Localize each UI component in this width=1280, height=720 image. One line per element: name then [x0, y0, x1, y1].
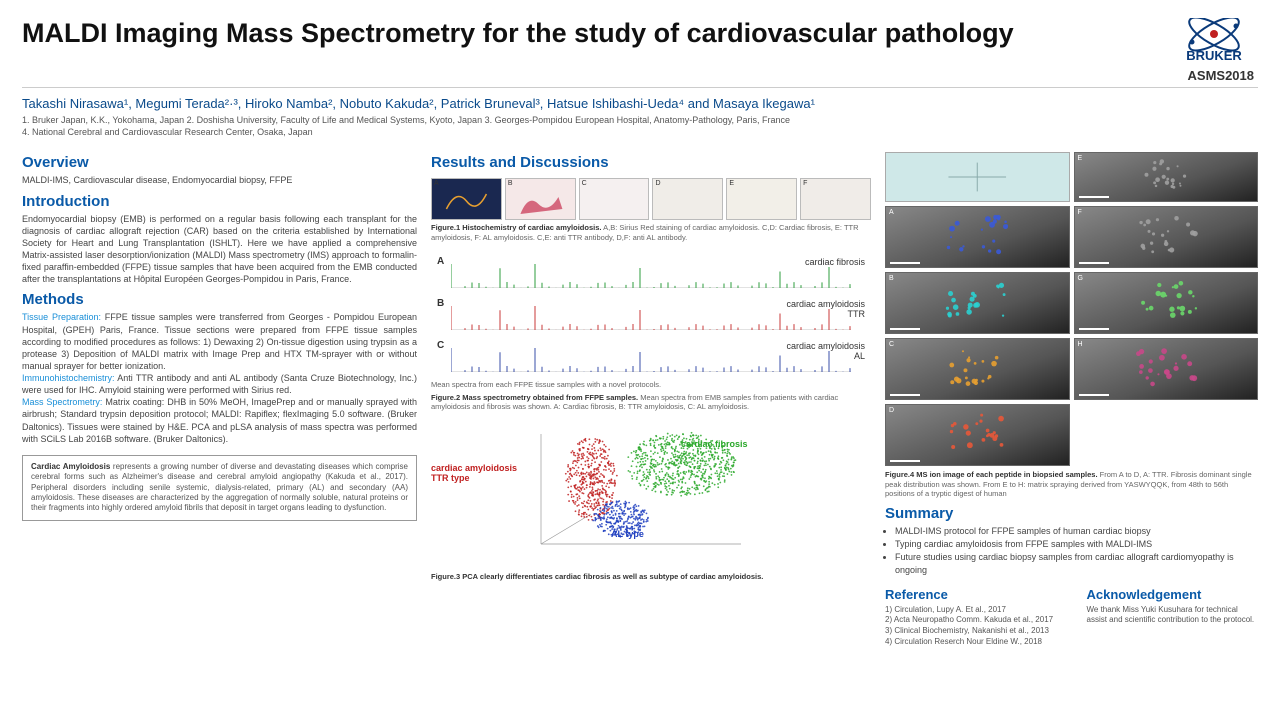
ion-image-panel: F [1074, 206, 1259, 268]
reference-item: 3) Clinical Biochemistry, Nakanishi et a… [885, 626, 1057, 637]
pca-cluster-label: cardiac fibrosis [681, 439, 748, 449]
title-row: MALDI Imaging Mass Spectrometry for the … [22, 18, 1258, 88]
figure3-pca: cardiac amyloidosis TTR type cardiac fibr… [431, 419, 871, 569]
figure1-panel: A [431, 178, 502, 220]
pca-cluster-label: AL type [611, 529, 644, 539]
conference-label: ASMS2018 [1174, 68, 1254, 83]
summary-heading: Summary [885, 505, 1258, 522]
ion-image-panel: D [885, 404, 1070, 466]
logo-text: BRUKER [1186, 48, 1242, 62]
ion-image-panel: A [885, 206, 1070, 268]
ion-image-panel: C [885, 338, 1070, 400]
ion-image-panel: H [1074, 338, 1259, 400]
figure4-caption-bold: Figure.4 MS ion image of each peptide in… [885, 470, 1098, 479]
ion-image-panel: G [1074, 272, 1259, 334]
results-heading: Results and Discussions [431, 154, 871, 171]
figure1-caption-bold: Figure.1 Histochemistry of cardiac amylo… [431, 223, 601, 232]
reference-list: 1) Circulation, Lupy A. Et al., 20172) A… [885, 605, 1057, 648]
figure3-caption-bold: Figure.3 PCA clearly differentiates card… [431, 572, 763, 581]
ms-label: Mass Spectrometry: [22, 397, 102, 407]
figure1-panel: E [726, 178, 797, 220]
methods-body: Tissue Preparation: FFPE tissue samples … [22, 311, 417, 445]
figure1-panels: ABCDEF [431, 178, 871, 220]
spectrum-letter: C [437, 340, 444, 351]
spectrum-trace: A cardiac fibrosis [431, 254, 871, 292]
amyloidosis-note-box: Cardiac Amyloidosis represents a growing… [22, 455, 417, 521]
spectrum-trace: C cardiac amyloidosis AL [431, 338, 871, 376]
figure1-panel: F [800, 178, 871, 220]
figure2-caption-bold: Figure.2 Mass spectrometry obtained from… [431, 393, 638, 402]
tissue-prep-label: Tissue Preparation: [22, 312, 101, 322]
ion-image-panel [885, 152, 1070, 202]
column-left: Overview MALDI-IMS, Cardiovascular disea… [22, 148, 417, 648]
spectrum-trace: B cardiac amyloidosis TTR [431, 296, 871, 334]
ion-image-panel: E [1074, 152, 1259, 202]
figure2-spectra: A cardiac fibrosis B cardiac amyloidosis… [431, 254, 871, 380]
reference-item: 2) Acta Neuropatho Comm. Kakuda et al., … [885, 615, 1057, 626]
figure1-panel: B [505, 178, 576, 220]
reference-item: 4) Circulation Reserch Nour Eldine W., 2… [885, 637, 1057, 648]
column-right: EAFBGCHD Figure.4 MS ion image of each p… [885, 148, 1258, 648]
figure3-caption: Figure.3 PCA clearly differentiates card… [431, 572, 871, 581]
figure1-panel: D [652, 178, 723, 220]
intro-heading: Introduction [22, 193, 417, 210]
overview-heading: Overview [22, 154, 417, 171]
figure2-caption: Figure.2 Mass spectrometry obtained from… [431, 393, 871, 412]
figure1-panel: C [579, 178, 650, 220]
methods-heading: Methods [22, 291, 417, 308]
summary-item: MALDI-IMS protocol for FFPE samples of h… [895, 525, 1258, 538]
ack-body: We thank Miss Yuki Kusuhara for technica… [1087, 605, 1259, 627]
column-middle: Results and Discussions ABCDEF Figure.1 … [431, 148, 871, 648]
reference-heading: Reference [885, 587, 1057, 602]
summary-list: MALDI-IMS protocol for FFPE samples of h… [885, 525, 1258, 577]
intro-body: Endomyocardial biopsy (EMB) is performed… [22, 213, 417, 286]
affiliation-list: 1. Bruker Japan, K.K., Yokohama, Japan 2… [22, 115, 1258, 138]
logo-block: BRUKER ASMS2018 [1174, 18, 1258, 83]
pca-cluster-label: cardiac amyloidosis TTR type [431, 463, 517, 483]
bruker-logo-icon: BRUKER [1174, 18, 1254, 62]
figure4-caption: Figure.4 MS ion image of each peptide in… [885, 470, 1258, 498]
ion-image-panel: B [885, 272, 1070, 334]
spectrum-letter: B [437, 298, 444, 309]
reference-item: 1) Circulation, Lupy A. Et al., 2017 [885, 605, 1057, 616]
figure1-caption: Figure.1 Histochemistry of cardiac amylo… [431, 223, 871, 242]
poster-title: MALDI Imaging Mass Spectrometry for the … [22, 18, 1014, 49]
amyloidosis-note-title: Cardiac Amyloidosis [31, 462, 110, 471]
figure4-grid: EAFBGCHD [885, 152, 1258, 466]
ack-heading: Acknowledgement [1087, 587, 1259, 602]
overview-body: MALDI-IMS, Cardiovascular disease, Endom… [22, 174, 417, 186]
summary-item: Future studies using cardiac biopsy samp… [895, 551, 1258, 577]
author-list: Takashi Nirasawa¹, Megumi Terada²·³, Hir… [22, 96, 1258, 111]
figure2-subcaption: Mean spectra from each FFPE tissue sampl… [431, 380, 871, 389]
summary-item: Typing cardiac amyloidosis from FFPE sam… [895, 538, 1258, 551]
spectrum-letter: A [437, 256, 444, 267]
ihc-label: Immunohistochemistry: [22, 373, 115, 383]
